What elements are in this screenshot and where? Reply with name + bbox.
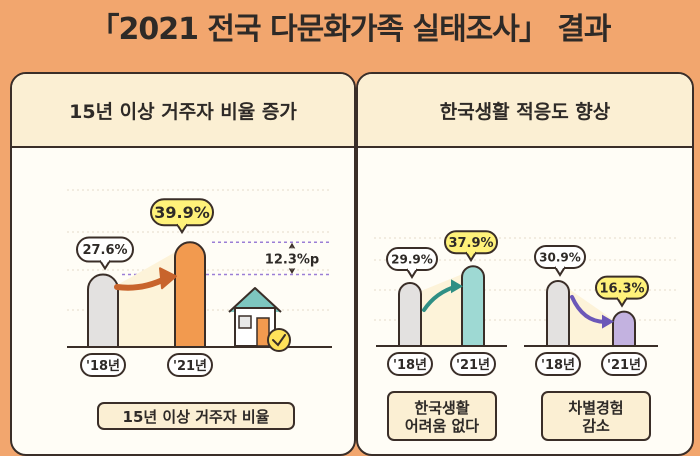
adaptation-panel-header: 한국생활 적응도 향상 <box>358 74 692 148</box>
growth-shade <box>118 252 175 347</box>
page-title: 「2021 전국 다문화가족 실태조사」 결과 <box>89 12 611 47</box>
value-label-2018-bubble-tail <box>99 260 111 271</box>
growth-arrowhead <box>159 267 177 290</box>
house-roof <box>228 287 282 313</box>
discrimination-value-2021-bubble-tail <box>616 297 628 308</box>
korea-life-value-2018-bubble-tail <box>406 268 418 279</box>
residence-footer-label-line-0: 15년 이상 거주자 비율 <box>123 408 270 426</box>
value-label-2021-group: 39.9% <box>150 198 214 235</box>
category-2021: '21년 <box>173 359 207 374</box>
korea-life-bar-2018 <box>398 282 422 347</box>
discrimination-value-2021-group: 16.3% <box>595 275 649 308</box>
discrimination-label-line-1: 감소 <box>582 417 610 435</box>
korea-life-bar-2021 <box>461 265 485 347</box>
discrimination-arrowhead <box>602 314 614 329</box>
discrimination-bar-2018 <box>546 280 570 347</box>
korea-life-value-2021-bubble-tail-cover <box>467 250 475 254</box>
korea-life-value-2018: 29.9% <box>391 252 433 266</box>
korea-life-value-2021-group: 37.9% <box>444 230 498 263</box>
discrimination-category-2018: '18년 <box>541 358 575 373</box>
korea-life-category-2021-tag <box>450 352 496 376</box>
value-label-2018-bubble-tail-cover <box>101 258 109 262</box>
check-icon <box>272 334 286 347</box>
change-label-bg <box>264 248 320 269</box>
discrimination-label-line-0: 차별경험 <box>568 399 623 417</box>
bar-2018 <box>87 273 119 348</box>
category-2018: '18년 <box>86 359 120 374</box>
change-label: 12.3%p <box>265 252 319 267</box>
korea-life-label-line-0: 한국생활 <box>414 399 469 417</box>
discrimination-value-2018-group: 30.9% <box>534 244 586 277</box>
value-label-2018-group: 27.6% <box>76 236 134 271</box>
discrimination-value-2021-bubble-tail-cover <box>618 295 626 299</box>
discrimination-value-2018-bubble-tail-cover <box>556 264 564 268</box>
korea-life-category-2018: '18년 <box>393 358 427 373</box>
discrimination-value-2018-bubble-tail <box>554 266 566 277</box>
discrimination-bar-2021 <box>612 310 636 347</box>
discrimination-category-2021-tag <box>601 352 647 376</box>
house-door <box>256 317 270 347</box>
korea-life-value-2021: 37.9% <box>448 236 493 251</box>
korea-life-arrowhead <box>451 279 463 294</box>
category-2021-tag <box>167 353 213 377</box>
discrimination-category-2018-tag <box>535 352 581 376</box>
korea-life-value-2018-group: 29.9% <box>386 247 438 279</box>
discrimination-category-2021: '21년 <box>607 358 641 373</box>
korea-life-category-2018-tag <box>387 352 433 376</box>
check-badge <box>267 328 291 352</box>
value-label-2021: 39.9% <box>154 203 210 222</box>
value-label-2018: 27.6% <box>82 243 127 258</box>
korea-life-value-2021-bubble-tail <box>465 251 477 263</box>
korea-life-value-2018-bubble-tail-cover <box>408 267 416 271</box>
residence-chart: 27.6% 39.9% 12.3%p '18년 '21년 15년 이상 거주자 비율 <box>67 189 332 430</box>
korea-life-label-line-1: 어려움 없다 <box>405 417 479 435</box>
discrimination-value-2018: 30.9% <box>539 250 581 264</box>
residence-footer-label-box <box>97 402 295 430</box>
residence-panel-header: 15년 이상 거주자 비율 증가 <box>12 74 354 148</box>
discrimination-value-2021: 16.3% <box>599 281 644 296</box>
category-2018-tag <box>80 353 126 377</box>
korea-life-category-2021: '21년 <box>456 358 490 373</box>
house-icon <box>228 287 282 347</box>
bar-2021 <box>174 241 206 348</box>
value-label-2021-bubble-tail <box>176 223 188 235</box>
residence-panel: 15년 이상 거주자 비율 증가 27.6% 39.9% 12.3%p '18년 '21… <box>10 72 356 456</box>
value-label-2021-bubble-tail-cover <box>178 222 186 226</box>
house-window <box>238 315 252 329</box>
